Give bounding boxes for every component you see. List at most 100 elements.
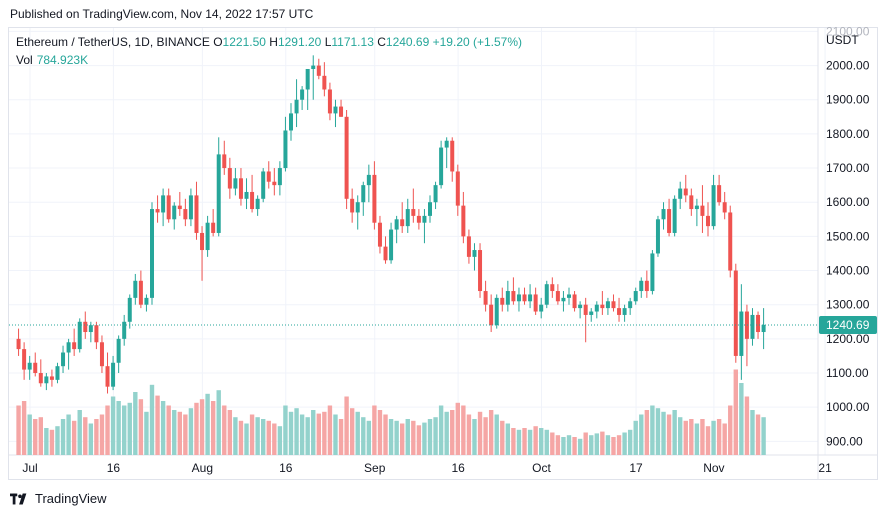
volume-bar [627,429,633,455]
volume-bar [361,417,366,455]
y-tick-label: 1000.00 [826,400,870,414]
candle-body [689,195,694,210]
candle-body [605,301,610,309]
volume-bar [372,405,377,455]
volume-bar [639,414,644,455]
candle-body [439,147,444,186]
volume-bar [622,432,627,455]
volume-bar [728,405,733,455]
candle-body [183,209,188,220]
candle-body [444,140,449,148]
volume-bar [255,417,260,455]
volume-bar [66,414,71,455]
volume-bar [500,420,505,455]
volume-bar [216,390,221,455]
candle-body [739,311,744,356]
candle-body [756,314,761,333]
volume-bar [266,420,271,455]
volume-bar [594,433,599,455]
volume-bar [322,411,327,455]
volume-bar [600,431,605,455]
volume-bar [433,417,438,455]
volume-legend: Vol 784.923K [16,53,88,67]
volume-bar [733,369,738,455]
candle-body [66,342,71,353]
candle-body [155,209,160,213]
volume-bar [272,423,277,455]
brand-name: TradingView [35,491,107,506]
open-label: O [213,35,223,49]
volume-bar [744,396,750,455]
volume-bar [577,438,583,455]
volume-bar [60,419,66,455]
candle-body [261,171,266,199]
volume-bar [750,410,755,455]
volume-bar [450,410,455,455]
candle-body [583,304,588,315]
volume-bar [210,401,216,455]
volume-bar [561,437,566,455]
candle-body [188,195,193,220]
volume-bar [138,399,144,455]
close-label: C [377,35,386,49]
candle-body [277,168,282,186]
published-caption: Published on TradingView.com, Nov 14, 20… [10,7,314,21]
y-tick-label: 1400.00 [826,264,870,278]
volume-bar [472,419,477,455]
volume-bar [71,420,77,455]
volume-bar [333,414,338,455]
x-tick-label: 17 [629,461,643,475]
volume-bar [222,405,227,455]
volume-bar [477,411,483,455]
currency-label: USDT [826,33,859,47]
volume-bar [160,401,166,455]
volume-bar [461,405,466,455]
volume-bar [199,399,205,455]
y-tick-label: 2000.00 [826,59,870,73]
volume-bar [533,426,538,455]
x-tick-label: Oct [532,461,551,475]
volume-bar [550,432,555,455]
tradingview-brand[interactable]: TradingView [10,491,107,506]
volume-bar [416,425,422,455]
candle-body [138,280,143,305]
volume-bar [166,405,171,455]
volume-bar [466,414,472,455]
candle-body [483,291,488,305]
candle-body [83,321,88,333]
candle-body [622,308,627,315]
candle-body [717,185,722,203]
candle-body [611,301,616,309]
volume-bar [172,410,177,455]
volume-bar [311,410,316,455]
volume-bar [38,417,43,455]
volume-bar [133,392,138,455]
candle-body [450,140,455,172]
volume-bar [249,414,255,455]
open-value: 1221.50 [222,35,266,49]
candle-body [311,65,316,69]
candle-body [22,349,27,370]
candle-body [99,342,104,367]
candle-body [16,338,21,350]
candle-body [683,188,688,196]
candle-body [227,168,232,189]
candle-body [122,321,127,339]
candle-body [628,301,633,309]
volume-bar [388,419,394,455]
volume-bar [527,429,533,455]
candle-body [617,308,622,315]
volume-bar [44,428,49,455]
tradingview-logo-icon [10,493,27,504]
volume-bar [177,411,182,455]
candle-body [728,212,733,271]
candle-body [133,280,138,298]
candle-body [672,198,677,233]
volume-bar [616,435,622,455]
volume-bar [94,419,99,455]
volume-bar [349,408,355,455]
y-tick-label: 1700.00 [826,161,870,175]
candle-body [316,65,321,76]
volume-bar [183,414,188,455]
